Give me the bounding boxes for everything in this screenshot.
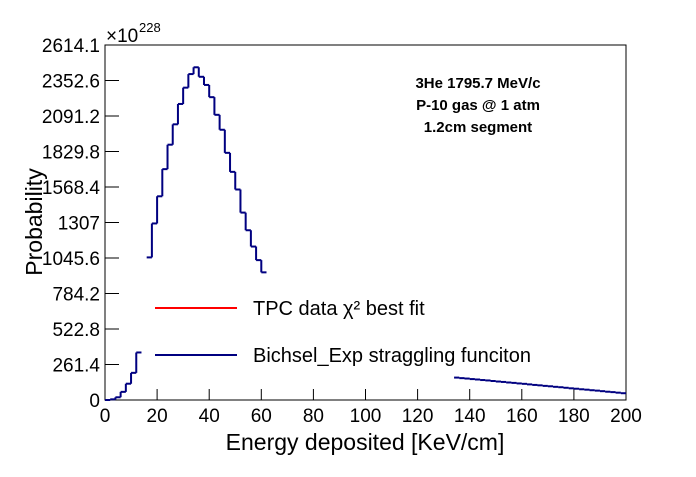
y-tick-label: 784.2 <box>52 285 100 306</box>
y-tick-label: 1045.6 <box>42 249 100 270</box>
x-tick-label: 160 <box>506 406 538 427</box>
x-tick-label: 40 <box>199 406 220 427</box>
legend-label: Bichsel_Exp straggling funciton <box>253 345 531 367</box>
y-axis-title: Probability <box>21 168 47 276</box>
x-tick-label: 120 <box>402 406 434 427</box>
x-tick-label: 20 <box>147 406 168 427</box>
x-tick-label: 100 <box>350 406 382 427</box>
y-tick-label: 2091.2 <box>42 107 100 128</box>
y-multiplier: ×10 <box>106 26 138 47</box>
y-tick-label: 0 <box>89 391 100 412</box>
annotation: P-10 gas @ 1 atm <box>416 97 540 114</box>
y-tick-label: 1568.4 <box>42 178 101 199</box>
x-tick-label: 0 <box>100 406 111 427</box>
x-tick-label: 180 <box>558 406 590 427</box>
legend-label: TPC data χ² best fit <box>253 298 425 320</box>
annotation: 3He 1795.7 MeV/c <box>415 75 540 92</box>
x-tick-label: 60 <box>251 406 272 427</box>
x-axis-title: Energy deposited [KeV/cm] <box>226 429 505 455</box>
y-multiplier-exponent: 228 <box>139 20 161 35</box>
y-tick-label: 261.4 <box>52 356 100 377</box>
y-tick-label: 2614.1 <box>42 36 100 57</box>
x-tick-label: 140 <box>454 406 486 427</box>
y-tick-label: 1829.8 <box>42 143 100 164</box>
annotation: 1.2cm segment <box>424 119 532 136</box>
x-tick-label: 200 <box>610 406 642 427</box>
x-tick-label: 80 <box>303 406 324 427</box>
y-tick-label: 2352.6 <box>42 72 100 93</box>
y-tick-label: 522.8 <box>52 320 100 341</box>
y-tick-label: 1307 <box>58 214 100 235</box>
histogram-riser <box>109 67 622 400</box>
